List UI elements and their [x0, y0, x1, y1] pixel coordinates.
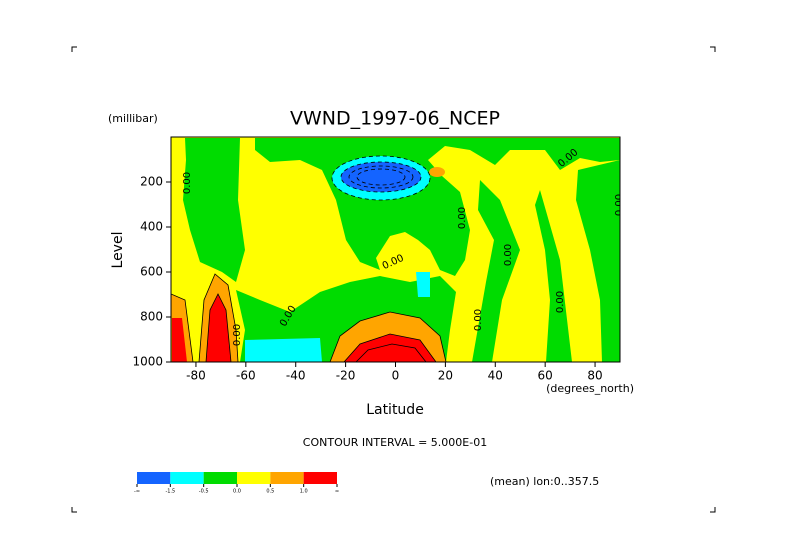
- contour-line: [340, 161, 422, 193]
- contour-interval: CONTOUR INTERVAL = 5.000E-01: [303, 436, 487, 449]
- contour-label: 0.00: [473, 309, 484, 331]
- colorbar-label: 0.5: [266, 489, 274, 495]
- x-tick-label: -40: [286, 369, 306, 383]
- colorbar-box: [303, 472, 337, 484]
- contour-line: [198, 273, 239, 362]
- y-axis-label: Level: [110, 232, 126, 269]
- colorbar-box: [237, 472, 271, 484]
- colorbar-label: 1.0: [300, 489, 308, 495]
- contour-label: 0.00: [503, 244, 514, 266]
- corner-mark: [710, 507, 716, 513]
- y-tick-label: 800: [140, 310, 163, 324]
- colorbar-label: 0.0: [233, 489, 241, 495]
- x-tick-label: -80: [186, 369, 206, 383]
- plot-area: 0.000.000.000.000.000.000.000.000.000.00: [171, 137, 625, 362]
- y-tick-label: 1000: [132, 355, 163, 369]
- contour-fill: [429, 167, 445, 177]
- contour-fill: [183, 138, 245, 282]
- x-tick-label: 60: [538, 369, 553, 383]
- colorbar-label: -0.5: [199, 489, 209, 495]
- y-tick-label: 600: [140, 265, 163, 279]
- chart-title: VWND_1997-06_NCEP: [290, 108, 500, 130]
- contour-label: 0.00: [555, 291, 566, 313]
- contour-label: 0.00: [614, 194, 625, 216]
- contour-label: 0.00: [232, 324, 243, 346]
- colorbar-box: [137, 472, 171, 484]
- x-tick-label: 20: [438, 369, 453, 383]
- y-tick-label: 200: [140, 175, 163, 189]
- corner-mark: [710, 46, 716, 52]
- colorbar-label: -∞: [134, 489, 140, 495]
- colorbar-label: -1.5: [165, 489, 175, 495]
- contour-label: 0.00: [457, 207, 468, 229]
- colorbar-box: [203, 472, 237, 484]
- y-tick-label: 400: [140, 220, 163, 234]
- corner-mark: [71, 507, 77, 513]
- contour-line: [171, 293, 194, 362]
- colorbar-label: ∞: [335, 489, 339, 495]
- contour-line: [348, 165, 414, 189]
- contour-line: [343, 333, 437, 362]
- contour-fill: [472, 180, 520, 362]
- colorbar-box: [270, 472, 304, 484]
- contour-fill: [341, 162, 421, 192]
- contour-line: [356, 168, 406, 186]
- x-unit: (degrees_north): [546, 382, 634, 395]
- x-tick-label: 80: [587, 369, 602, 383]
- contour-line: [205, 293, 232, 362]
- contour-fill: [344, 334, 436, 362]
- colorbar-box: [170, 472, 204, 484]
- contour-line: [355, 343, 427, 362]
- contour-fill: [535, 190, 572, 362]
- contour-fill: [576, 160, 620, 362]
- corner-mark: [71, 46, 77, 52]
- contour-fill: [416, 272, 430, 297]
- x-tick-label: -20: [336, 369, 356, 383]
- contour-fill: [206, 294, 231, 362]
- contour-fill: [245, 338, 322, 362]
- x-tick-label: 40: [488, 369, 503, 383]
- contour-fill: [172, 318, 187, 362]
- x-axis-label: Latitude: [366, 402, 424, 418]
- contour-line: [331, 155, 431, 201]
- y-unit: (millibar): [108, 112, 158, 125]
- x-tick-label: -60: [236, 369, 256, 383]
- x-tick-label: 0: [392, 369, 400, 383]
- contour-line: [329, 311, 447, 362]
- note: (mean) lon:0..357.5: [490, 475, 599, 488]
- contour-label: 0.00: [182, 172, 193, 194]
